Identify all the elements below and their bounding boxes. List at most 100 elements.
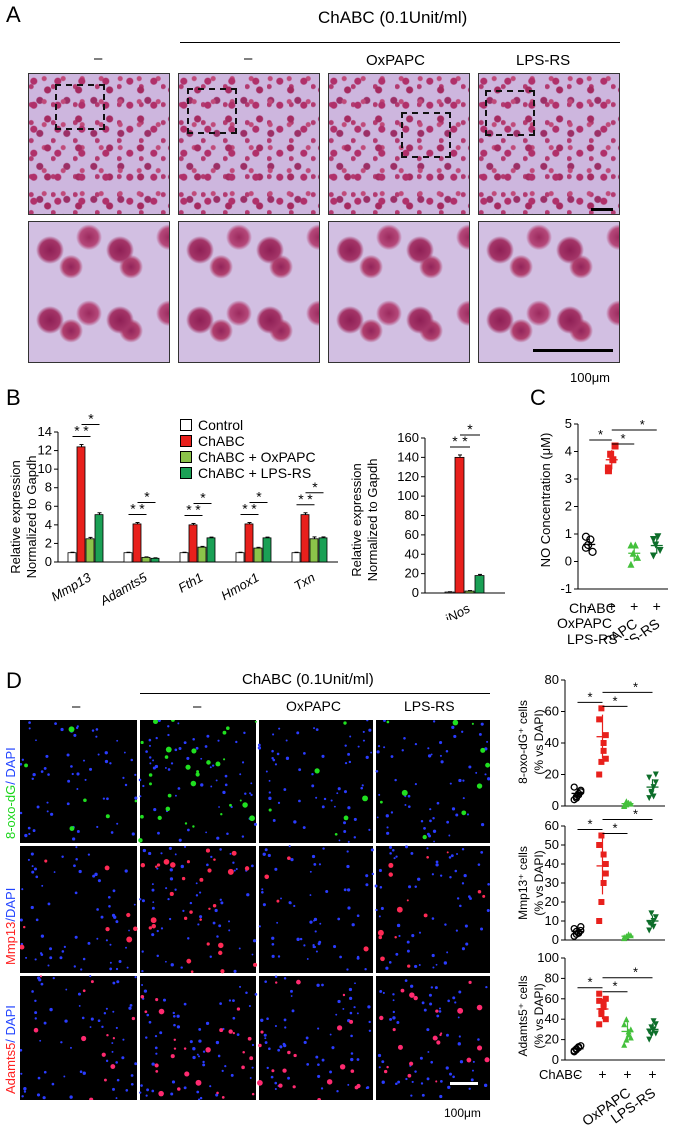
- dapi-nucleus: [430, 753, 433, 756]
- dapi-nucleus: [448, 834, 451, 837]
- marker-signal: [206, 942, 210, 946]
- point: [602, 870, 609, 877]
- legend-item: ChABC: [180, 433, 316, 449]
- point: [621, 802, 628, 809]
- dapi-nucleus: [200, 783, 204, 787]
- dapi-nucleus: [452, 996, 456, 1000]
- dapi-nucleus: [432, 966, 435, 969]
- marker-signal: [186, 958, 192, 964]
- dapi-nucleus: [309, 920, 313, 924]
- y-tick-label: 60: [545, 818, 559, 833]
- dapi-nucleus: [139, 898, 142, 901]
- marker-signal: [205, 848, 211, 853]
- dapi-nucleus: [101, 1025, 104, 1029]
- dapi-nucleus: [447, 1085, 451, 1090]
- dapi-nucleus: [125, 1089, 129, 1092]
- dapi-nucleus: [148, 738, 152, 742]
- dapi-nucleus: [465, 942, 469, 946]
- dapi-nucleus: [426, 832, 430, 836]
- y-tick-label: 14: [38, 424, 52, 439]
- dapi-nucleus: [134, 1062, 138, 1066]
- marker-signal: [468, 980, 472, 984]
- point: [596, 990, 603, 997]
- dapi-nucleus: [43, 766, 47, 770]
- dapi-nucleus: [20, 918, 23, 922]
- dapi-nucleus: [209, 955, 212, 959]
- dapi-nucleus: [104, 759, 109, 764]
- c-ylabel: NO Concentration (μM): [538, 433, 553, 568]
- c-row-mark: +: [653, 598, 661, 614]
- dapi-nucleus: [76, 787, 79, 790]
- panel-b-right-chart: Relative expression Normalized to Gapdh …: [349, 421, 505, 620]
- dapi-nucleus: [432, 829, 437, 833]
- b-right-ylabel-2: Normalized to Gapdh: [365, 459, 380, 582]
- marker-signal: [282, 1068, 287, 1073]
- dapi-nucleus: [105, 1007, 108, 1010]
- marker-signal: [242, 802, 248, 808]
- dapi-nucleus: [458, 1035, 461, 1038]
- dapi-nucleus: [73, 733, 77, 737]
- dapi-nucleus: [49, 947, 53, 951]
- he-image-oxpapc: [328, 73, 470, 215]
- panel-b-letter: B: [6, 385, 21, 410]
- scale-bar-large: [533, 349, 613, 352]
- dapi-nucleus: [406, 949, 410, 953]
- point: [596, 771, 603, 778]
- dapi-nucleus: [66, 802, 70, 806]
- dapi-nucleus: [76, 772, 80, 776]
- point: [602, 995, 609, 1002]
- dapi-nucleus: [139, 795, 142, 798]
- dapi-nucleus: [209, 1085, 212, 1088]
- dapi-nucleus: [176, 1014, 180, 1018]
- dapi-nucleus: [343, 790, 347, 794]
- dapi-nucleus: [60, 1041, 63, 1044]
- marker-signal: [213, 858, 216, 861]
- dapi-nucleus: [151, 933, 155, 937]
- dapi-nucleus: [95, 728, 99, 731]
- dapi-nucleus: [176, 1025, 181, 1029]
- dapi-nucleus: [478, 732, 482, 736]
- y-tick-label: 140: [397, 449, 419, 464]
- point: [634, 553, 642, 561]
- dapi-nucleus: [205, 831, 208, 834]
- dapi-nucleus: [264, 848, 268, 852]
- dapi-nucleus: [446, 951, 449, 954]
- dapi-nucleus: [216, 935, 219, 938]
- marker-signal: [397, 1044, 403, 1050]
- sig-star: *: [130, 501, 136, 517]
- dapi-nucleus: [142, 848, 147, 853]
- marker-signal: [205, 1047, 211, 1053]
- dapi-nucleus: [288, 845, 291, 848]
- dapi-nucleus: [197, 923, 200, 926]
- marker-signal: [249, 815, 255, 822]
- sig-star: *: [74, 423, 80, 439]
- panel-a-treatment-header: ChABC (0.1Unit/ml): [318, 8, 468, 27]
- panel-d-header-line: [140, 693, 490, 694]
- dapi-nucleus: [454, 869, 458, 873]
- dapi-nucleus: [141, 950, 144, 953]
- legend-label: ChABC: [198, 433, 245, 449]
- dapi-nucleus: [63, 1075, 66, 1078]
- y-tick-label: 0: [565, 554, 572, 569]
- dapi-nucleus: [470, 1078, 474, 1082]
- dapi-nucleus: [232, 999, 235, 1003]
- dapi-nucleus: [151, 883, 154, 886]
- dapi-nucleus: [199, 891, 202, 894]
- dapi-nucleus: [381, 1080, 385, 1084]
- row-mmp13-dapi: DAPI: [3, 887, 18, 919]
- dapi-nucleus: [51, 1082, 55, 1086]
- marker-signal: [432, 1035, 438, 1041]
- dapi-nucleus: [350, 1052, 354, 1055]
- dapi-nucleus: [151, 1062, 155, 1066]
- marker-signal: [461, 810, 467, 816]
- dapi-nucleus: [271, 936, 275, 940]
- y-tick-label: -1: [560, 581, 572, 596]
- dapi-nucleus: [370, 848, 374, 852]
- marker-signal: [126, 912, 131, 918]
- dapi-nucleus: [233, 869, 236, 872]
- dapi-nucleus: [78, 869, 82, 874]
- marker-signal: [242, 1050, 245, 1054]
- dapi-nucleus: [414, 964, 418, 969]
- dapi-nucleus: [312, 944, 315, 947]
- dapi-nucleus: [148, 851, 152, 856]
